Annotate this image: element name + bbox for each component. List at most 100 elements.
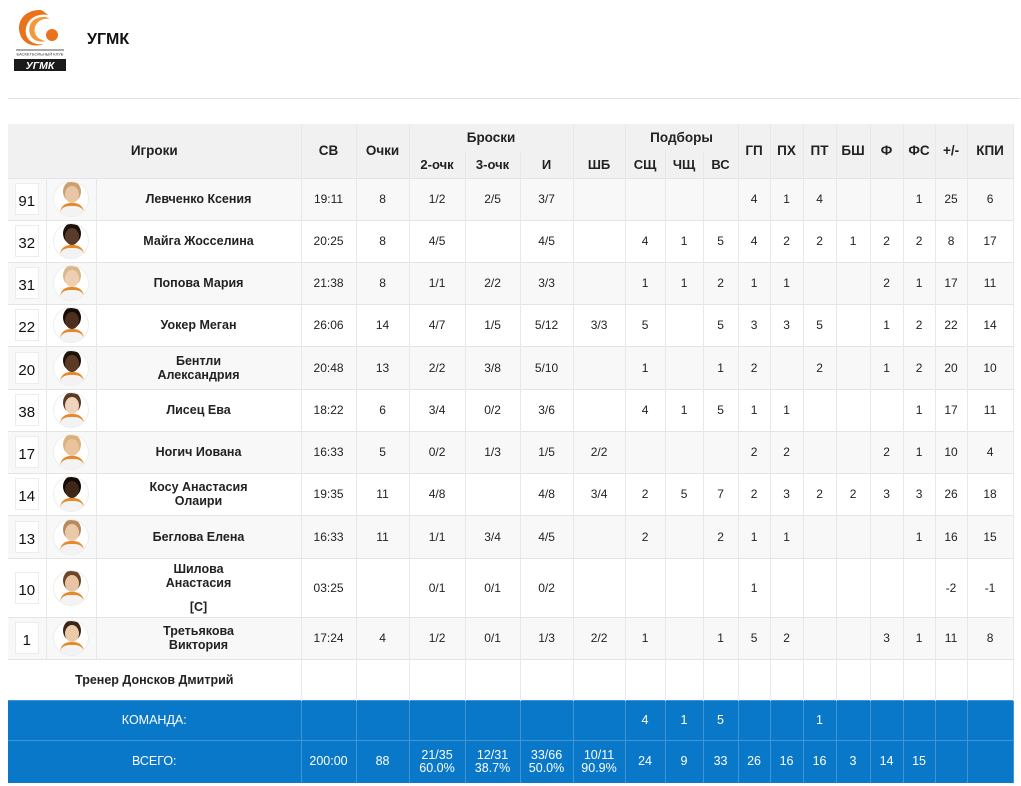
col-px[interactable]: ПХ — [770, 124, 804, 178]
player-photo[interactable] — [53, 181, 89, 217]
stat-pt: 2 — [803, 345, 837, 389]
col-three[interactable]: 3-очк — [465, 151, 521, 178]
total-f: 14 — [870, 739, 904, 783]
col-dreb[interactable]: ЧЩ — [665, 151, 704, 178]
stat-treb: 7 — [703, 472, 739, 515]
stat-sb — [573, 219, 626, 262]
col-sv[interactable]: СВ — [301, 124, 357, 178]
player-photo[interactable] — [53, 265, 89, 301]
jersey-number: 10 — [14, 571, 39, 604]
col-fs[interactable]: ФС — [903, 124, 936, 178]
player-name[interactable]: Лисец Ева — [166, 403, 231, 417]
stat-three: 3/4 — [465, 514, 521, 558]
col-points[interactable]: Очки — [356, 124, 410, 178]
col-oreb[interactable]: СЩ — [625, 151, 666, 178]
col-gp[interactable]: ГП — [738, 124, 771, 178]
stat-pm: 17 — [935, 261, 968, 304]
player-name-cell: Майга Жосселина — [96, 219, 302, 262]
player-row[interactable]: 17 Ногич Иована 16:33 5 0/2 1/3 1/5 2/2 2 2 2 1 10 4 — [8, 430, 1014, 473]
player-row[interactable]: 38 Лисец Ева 18:22 6 3/4 0/2 3/6 4 1 5 1 1 1 17 11 — [8, 388, 1014, 431]
player-photo[interactable] — [53, 392, 89, 428]
stat-treb — [703, 177, 739, 220]
col-bsh[interactable]: БШ — [836, 124, 871, 178]
stat-three: 0/1 — [465, 616, 521, 659]
team-header: БАСКЕТБОЛЬНЫЙ КЛУБ УГМК УГМК — [0, 0, 1021, 100]
player-row[interactable]: 31 Попова Мария 21:38 8 1/1 2/2 3/3 1 1 2 1 1 2 1 17 11 — [8, 261, 1014, 304]
col-pt[interactable]: ПТ — [803, 124, 837, 178]
stat-two: 1/2 — [409, 616, 466, 659]
player-name[interactable]: Майга Жосселина — [143, 234, 254, 248]
stat-gp: 4 — [738, 219, 771, 262]
stat-bsh — [836, 345, 871, 389]
player-name[interactable]: Ногич Иована — [155, 445, 242, 459]
player-name[interactable]: Беглова Елена — [152, 529, 245, 544]
col-kpi[interactable]: КПИ — [967, 124, 1014, 178]
player-name[interactable]: Левченко Ксения — [145, 192, 252, 206]
player-row[interactable]: 20 Бентли Александрия 20:48 13 2/2 3/8 5/10 1 1 2… — [8, 345, 1014, 389]
col-two[interactable]: 2-очк — [409, 151, 466, 178]
stat-pts: 11 — [356, 514, 410, 558]
team-dreb: 1 — [665, 699, 704, 740]
player-name[interactable]: Попова Мария — [153, 276, 244, 290]
stat-f: 1 — [870, 345, 904, 389]
stat-px: 1 — [770, 514, 804, 558]
player-name[interactable]: Шилова Анастасия — [165, 561, 232, 590]
stat-kpi: -1 — [967, 557, 1014, 617]
player-name[interactable]: Уокер Меган — [160, 318, 237, 332]
stat-i: 4/5 — [520, 219, 574, 262]
stat-bsh: 2 — [836, 472, 871, 515]
jersey-cell: 20 — [8, 345, 47, 389]
player-photo[interactable] — [53, 223, 89, 259]
col-i[interactable]: И — [520, 151, 574, 178]
col-sb[interactable]: ШБ — [573, 151, 626, 178]
player-photo[interactable] — [53, 476, 89, 512]
col-treb[interactable]: ВС — [703, 151, 739, 178]
total-i: 33/66 50.0% — [520, 739, 574, 783]
stat-pts: 8 — [356, 261, 410, 304]
player-name-cell: Бентли Александрия — [96, 345, 302, 389]
stat-two: 1/1 — [409, 514, 466, 558]
stat-pts: 13 — [356, 345, 410, 389]
grand-total-row: ВСЕГО: 200:00 88 21/35 60.0% 12/31 38.7% 3… — [8, 739, 1014, 783]
stat-px: 2 — [770, 616, 804, 659]
player-name[interactable]: Третьякова Виктория — [163, 624, 234, 652]
stat-three: 1/5 — [465, 303, 521, 346]
col-plus-minus[interactable]: +/- — [935, 124, 968, 178]
player-row[interactable]: 10 Шилова Анастасия [C] 03:25 0/1 0/1 0/2 1 -2 -1 — [8, 557, 1014, 617]
player-row[interactable]: 13 Беглова Елена 16:33 11 1/1 3/4 4/5 2 2 1 1 1 16 15 — [8, 514, 1014, 558]
stat-sb: 3/3 — [573, 303, 626, 346]
player-photo[interactable] — [53, 569, 89, 606]
stat-pt — [803, 514, 837, 558]
total-px: 16 — [770, 739, 804, 783]
stat-two: 3/4 — [409, 388, 466, 431]
stat-oreb — [625, 177, 666, 220]
total-bsh: 3 — [836, 739, 871, 783]
photo-cell — [46, 303, 97, 346]
stat-gp: 2 — [738, 345, 771, 389]
stat-two: 0/1 — [409, 557, 466, 617]
player-row[interactable]: 91 Левченко Ксения 19:11 8 1/2 2/5 3/7 4 1 4 1 25 6 — [8, 177, 1014, 220]
player-photo[interactable] — [53, 434, 89, 470]
stat-kpi: 17 — [967, 219, 1014, 262]
player-name[interactable]: Косу Анастасия Олаири — [149, 480, 248, 508]
col-f[interactable]: Ф — [870, 124, 904, 178]
col-players[interactable]: Игроки — [8, 124, 302, 178]
player-name[interactable]: Бентли Александрия — [157, 353, 240, 382]
player-row[interactable]: 22 Уокер Меган 26:06 14 4/7 1/5 5/12 3/3 5 5 3 3 5 1 2… — [8, 303, 1014, 346]
player-photo[interactable] — [53, 349, 89, 386]
player-row[interactable]: 14 Косу Анастасия Олаири 19:35 11 4/8 4/8 3/4 2… — [8, 472, 1014, 515]
stat-sb: 3/4 — [573, 472, 626, 515]
total-two: 21/35 60.0% — [409, 739, 466, 783]
stat-dreb: 1 — [665, 219, 704, 262]
stat-px: 1 — [770, 177, 804, 220]
stat-sb — [573, 261, 626, 304]
player-row[interactable]: 1 Третьякова Виктория 17:24 4 1/2 0/1 1/3 2/2 1 1… — [8, 616, 1014, 659]
stat-treb: 1 — [703, 616, 739, 659]
stat-bsh: 1 — [836, 219, 871, 262]
stat-pt — [803, 616, 837, 659]
player-row[interactable]: 32 Майга Жосселина 20:25 8 4/5 4/5 4 1 5 4 2 2 1 2 2 8 1… — [8, 219, 1014, 262]
player-photo[interactable] — [53, 620, 89, 656]
player-photo[interactable] — [53, 307, 89, 343]
stat-gp: 1 — [738, 388, 771, 431]
player-photo[interactable] — [53, 518, 89, 555]
